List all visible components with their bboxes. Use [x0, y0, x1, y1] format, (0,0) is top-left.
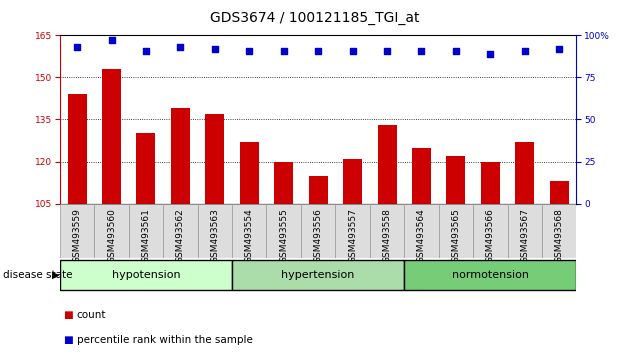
Bar: [404, 260, 576, 290]
Text: GSM493557: GSM493557: [348, 208, 357, 263]
Bar: [515, 142, 534, 204]
Point: [175, 44, 185, 50]
Point: [485, 51, 495, 57]
Bar: [542, 204, 576, 258]
Text: normotension: normotension: [452, 270, 529, 280]
Text: percentile rank within the sample: percentile rank within the sample: [77, 335, 253, 345]
Text: ▶: ▶: [52, 270, 59, 280]
Bar: [163, 204, 198, 258]
Text: GSM493563: GSM493563: [210, 208, 219, 263]
Text: GSM493564: GSM493564: [417, 208, 426, 263]
Text: GSM493558: GSM493558: [382, 208, 391, 263]
Bar: [137, 133, 156, 204]
Point: [416, 48, 427, 53]
Text: GSM493556: GSM493556: [314, 208, 323, 263]
Point: [348, 48, 358, 53]
Text: hypotension: hypotension: [112, 270, 180, 280]
Bar: [343, 159, 362, 204]
Point: [141, 48, 151, 53]
Bar: [274, 161, 293, 204]
Bar: [60, 260, 232, 290]
Point: [313, 48, 323, 53]
Point: [278, 48, 289, 53]
Point: [244, 48, 255, 53]
Point: [106, 38, 117, 43]
Bar: [309, 176, 328, 204]
Bar: [473, 204, 508, 258]
Point: [520, 48, 530, 53]
Bar: [438, 204, 473, 258]
Bar: [481, 161, 500, 204]
Text: GSM493565: GSM493565: [452, 208, 461, 263]
Bar: [67, 94, 86, 204]
Bar: [550, 181, 569, 204]
Text: disease state: disease state: [3, 270, 72, 280]
Bar: [232, 204, 266, 258]
Text: GSM493568: GSM493568: [555, 208, 564, 263]
Bar: [171, 108, 190, 204]
Text: GSM493554: GSM493554: [245, 208, 254, 263]
Point: [451, 48, 461, 53]
Bar: [404, 204, 438, 258]
Text: ■: ■: [63, 310, 72, 320]
Bar: [266, 204, 301, 258]
Text: count: count: [77, 310, 106, 320]
Bar: [232, 260, 404, 290]
Text: GSM493562: GSM493562: [176, 208, 185, 263]
Bar: [60, 204, 94, 258]
Bar: [412, 148, 431, 204]
Bar: [205, 114, 224, 204]
Bar: [447, 156, 466, 204]
Bar: [94, 204, 129, 258]
Text: GSM493561: GSM493561: [142, 208, 151, 263]
Text: GSM493560: GSM493560: [107, 208, 116, 263]
Bar: [508, 204, 542, 258]
Text: GSM493559: GSM493559: [72, 208, 81, 263]
Point: [382, 48, 392, 53]
Bar: [240, 142, 259, 204]
Bar: [198, 204, 232, 258]
Point: [554, 46, 564, 52]
Bar: [370, 204, 404, 258]
Point: [210, 46, 220, 52]
Text: hypertension: hypertension: [282, 270, 355, 280]
Bar: [129, 204, 163, 258]
Text: GSM493567: GSM493567: [520, 208, 529, 263]
Bar: [335, 204, 370, 258]
Bar: [102, 69, 121, 204]
Bar: [301, 204, 335, 258]
Text: GSM493566: GSM493566: [486, 208, 495, 263]
Text: GSM493555: GSM493555: [279, 208, 288, 263]
Text: ■: ■: [63, 335, 72, 345]
Point: [72, 44, 82, 50]
Bar: [377, 125, 396, 204]
Text: GDS3674 / 100121185_TGI_at: GDS3674 / 100121185_TGI_at: [210, 11, 420, 25]
